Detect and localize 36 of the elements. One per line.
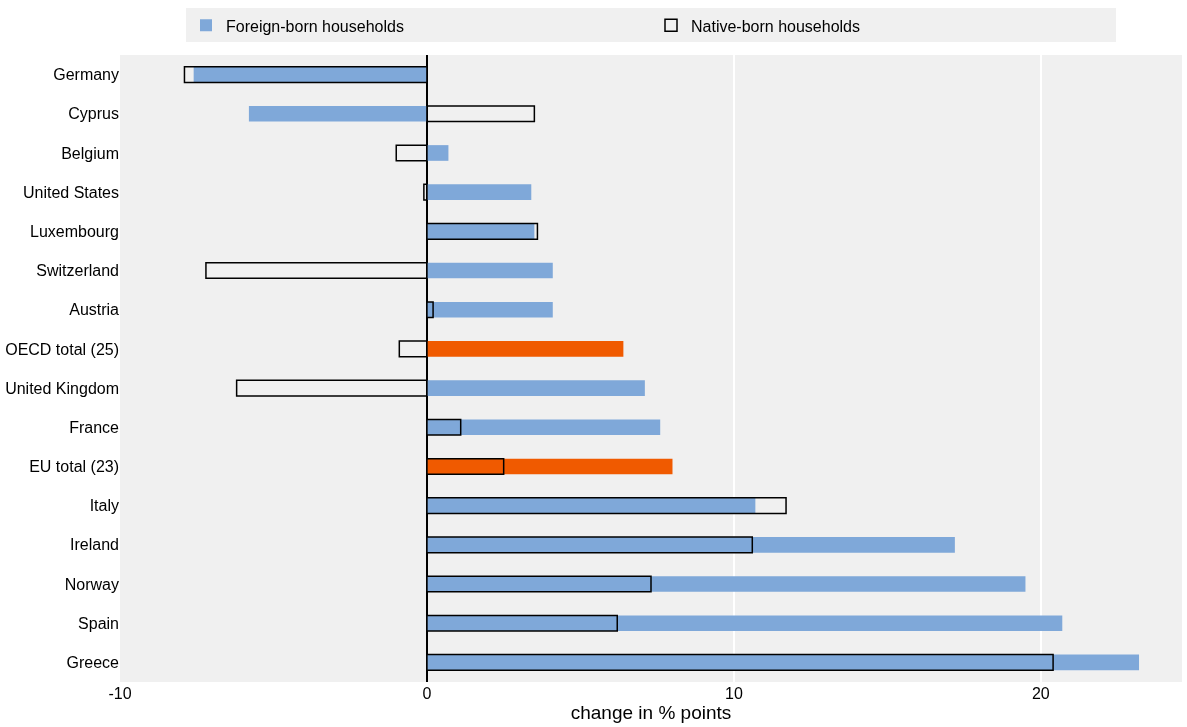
y-tick-label: OECD total (25) bbox=[5, 340, 119, 358]
y-tick-label: United States bbox=[22, 183, 119, 201]
x-tick-label: 20 bbox=[1031, 685, 1050, 702]
bar bbox=[426, 145, 449, 161]
y-tick-label: France bbox=[69, 418, 120, 436]
bar bbox=[426, 184, 532, 200]
bar bbox=[426, 654, 1140, 671]
y-tick-label: Ireland bbox=[70, 536, 119, 554]
x-tick-label: 10 bbox=[724, 685, 743, 702]
bar bbox=[426, 262, 553, 279]
y-tick-label: Norway bbox=[64, 575, 119, 593]
legend-label: Native-born households bbox=[691, 17, 860, 35]
bar bbox=[426, 380, 645, 396]
y-tick-label: Spain bbox=[78, 614, 119, 632]
bar bbox=[426, 576, 1026, 592]
y-tick-label: Italy bbox=[89, 497, 119, 515]
bar bbox=[248, 105, 427, 122]
y-tick-label: Belgium bbox=[61, 144, 119, 162]
x-axis-title: change in % points bbox=[570, 702, 732, 723]
bar bbox=[426, 341, 624, 357]
bar bbox=[426, 301, 553, 318]
y-tick-label: EU total (23) bbox=[29, 458, 119, 476]
bar bbox=[426, 419, 661, 436]
bar bbox=[426, 537, 955, 553]
y-tick-label: Luxembourg bbox=[30, 222, 119, 240]
bar bbox=[426, 458, 673, 475]
bar bbox=[426, 615, 1063, 632]
y-tick-label: Austria bbox=[69, 301, 120, 319]
y-tick-label: United Kingdom bbox=[5, 379, 119, 397]
y-tick-label: Cyprus bbox=[68, 105, 119, 123]
y-tick-label: Germany bbox=[53, 66, 119, 84]
x-tick-label: 0 bbox=[422, 685, 432, 702]
x-tick-label: -10 bbox=[108, 685, 132, 702]
y-tick-label: Switzerland bbox=[36, 262, 119, 280]
y-tick-label: Greece bbox=[66, 654, 120, 672]
legend-label: Foreign-born households bbox=[226, 17, 404, 35]
